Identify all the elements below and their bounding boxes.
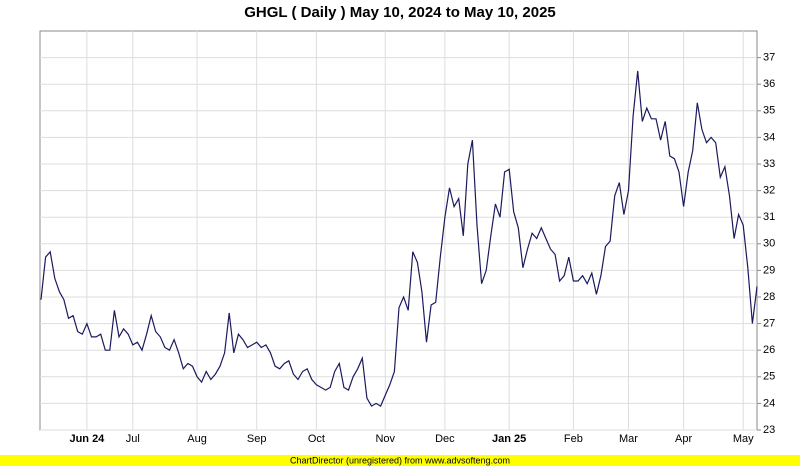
y-tick-label: 35 xyxy=(763,105,775,117)
x-tick-label: Jul xyxy=(126,433,140,445)
plot-area xyxy=(39,30,758,431)
y-tick-label: 23 xyxy=(763,424,775,436)
x-tick-label: Apr xyxy=(675,433,692,445)
y-tick-label: 37 xyxy=(763,52,775,64)
y-tick-label: 34 xyxy=(763,131,775,143)
x-tick-label: Oct xyxy=(308,433,325,445)
x-tick-label: Jan 25 xyxy=(492,433,526,445)
y-tick-label: 28 xyxy=(763,291,775,303)
x-tick-label: Dec xyxy=(435,433,455,445)
chart-title: GHGL ( Daily ) May 10, 2024 to May 10, 2… xyxy=(244,4,556,21)
x-tick-label: May xyxy=(733,433,754,445)
footer-text: ChartDirector (unregistered) from www.ad… xyxy=(290,455,510,465)
y-tick-label: 33 xyxy=(763,158,775,170)
x-tick-label: Mar xyxy=(619,433,638,445)
y-tick-label: 32 xyxy=(763,185,775,197)
y-tick-label: 24 xyxy=(763,397,775,409)
y-tick-label: 25 xyxy=(763,371,775,383)
y-tick-label: 26 xyxy=(763,344,775,356)
y-tick-label: 36 xyxy=(763,78,775,90)
footer-bar xyxy=(0,455,800,466)
price-line xyxy=(40,70,758,407)
y-tick-label: 27 xyxy=(763,318,775,330)
x-tick-label: Sep xyxy=(247,433,267,445)
y-tick-label: 31 xyxy=(763,211,775,223)
y-tick-label: 30 xyxy=(763,238,775,250)
x-tick-label: Jun 24 xyxy=(69,433,105,445)
x-tick-label: Nov xyxy=(375,433,395,445)
x-tick-label: Feb xyxy=(564,433,583,445)
y-tick-label: 29 xyxy=(763,264,775,276)
x-tick-label: Aug xyxy=(187,433,207,445)
